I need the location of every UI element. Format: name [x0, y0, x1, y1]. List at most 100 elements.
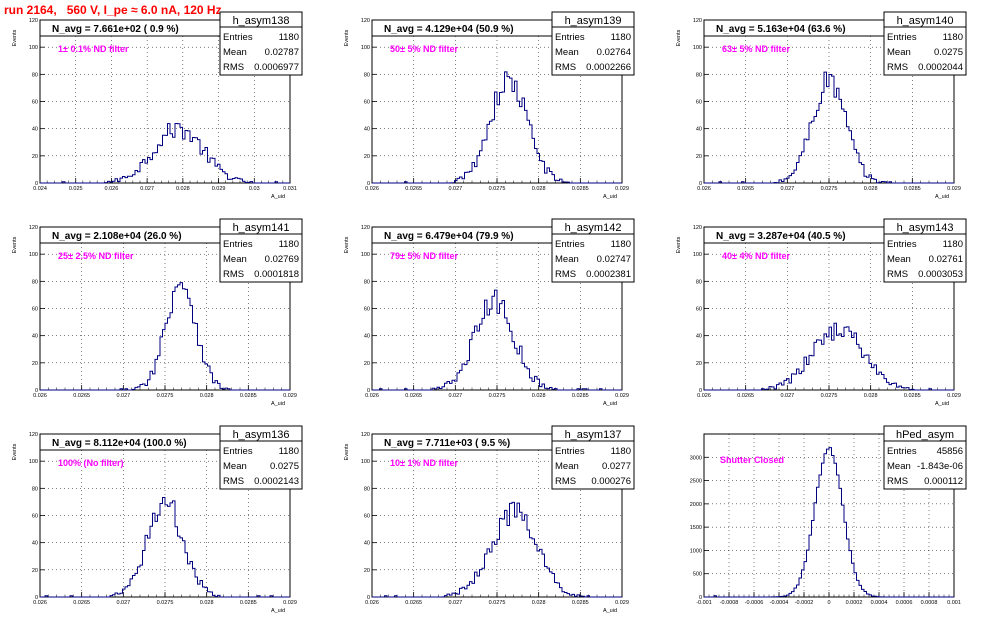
stats-value: 0.0002266	[586, 62, 631, 73]
x-tick-label: 0.0265	[737, 393, 754, 399]
stats-value: 1180	[611, 446, 631, 457]
x-tick-label: 0.0265	[405, 186, 422, 192]
y-tick-label: 60	[364, 514, 370, 520]
y-tick-label: 40	[32, 541, 38, 547]
y-tick-label: 0	[35, 595, 38, 601]
x-tick-label: -0.0002	[795, 600, 814, 606]
stats-value: 0.0006977	[254, 62, 299, 73]
y-tick-label: 120	[29, 225, 38, 231]
x-tick-label: 0.0275	[489, 600, 506, 606]
x-tick-label: 0.0275	[489, 186, 506, 192]
x-tick-label: 0	[827, 600, 830, 606]
stats-title: h_asym139	[565, 15, 622, 27]
y-tick-label: 60	[32, 307, 38, 313]
stats-title: h_asym136	[233, 429, 290, 441]
stats-value: 0.02787	[265, 47, 299, 58]
x-tick-label: 0.0004	[871, 600, 888, 606]
x-tick-label: 0.03	[249, 186, 260, 192]
stats-box	[883, 11, 967, 76]
stats-label: RMS	[887, 62, 908, 73]
x-tick-label: 0.026	[365, 393, 379, 399]
y-tick-label: 60	[696, 307, 702, 313]
x-tick-label: 0.0265	[405, 393, 422, 399]
stats-value: 0.0002044	[918, 62, 963, 73]
x-tick-label: 0.026	[365, 186, 379, 192]
x-tick-label: 0.0285	[240, 600, 257, 606]
stats-title: h_asym137	[565, 429, 622, 441]
y-tick-label: 80	[364, 279, 370, 285]
x-tick-label: 0.0265	[73, 600, 90, 606]
histogram-trace	[40, 123, 290, 184]
y-tick-label: 40	[696, 127, 702, 133]
x-tick-label: -0.0004	[770, 600, 789, 606]
stats-title: h_asym143	[897, 222, 954, 234]
x-tick-label: 0.027	[780, 186, 794, 192]
y-tick-label: 100	[693, 45, 702, 51]
stats-label: Entries	[887, 239, 917, 250]
stats-label: Mean	[223, 461, 247, 472]
x-tick-label: 0.026	[697, 186, 711, 192]
stats-label: RMS	[223, 62, 244, 73]
y-tick-label: 0	[35, 388, 38, 394]
x-tick-label: 0.028	[176, 186, 190, 192]
x-tick-label: 0.029	[212, 186, 226, 192]
y-tick-label: 80	[696, 72, 702, 78]
y-tick-label: 120	[29, 432, 38, 438]
histogram-panel-h_asym139: 0.026 0.0265 0.027 0.0275 0.028 0.0285 0.029 0 2…	[344, 11, 635, 200]
x-tick-label: 0.027	[448, 393, 462, 399]
stats-label: RMS	[555, 269, 576, 280]
stats-box	[551, 11, 635, 76]
filter-label: 1± 0.1% ND filter	[58, 44, 129, 54]
stats-value: 0.0003053	[918, 269, 963, 280]
stats-label: Mean	[887, 254, 911, 265]
stats-title: h_asym140	[897, 15, 954, 27]
stats-label: RMS	[223, 476, 244, 487]
stats-value: 0.000276	[591, 476, 631, 487]
y-tick-label: 120	[361, 432, 370, 438]
x-tick-label: -0.0006	[745, 600, 764, 606]
stats-value: 0.0277	[602, 461, 631, 472]
y-tick-label: 120	[693, 18, 702, 24]
x-axis-label: A_uid	[271, 608, 285, 614]
x-axis-label: A_uid	[271, 401, 285, 407]
stats-label: Entries	[223, 446, 253, 457]
histogram-trace	[704, 447, 954, 598]
y-tick-label: 80	[364, 72, 370, 78]
y-tick-label: 3000	[690, 455, 702, 461]
y-tick-label: 0	[699, 388, 702, 394]
stats-label: Entries	[887, 32, 917, 43]
histogram-trace	[372, 289, 622, 391]
headline-text: N_avg = 2.108e+04 (26.0 %)	[52, 231, 182, 242]
stats-title: h_asym138	[233, 15, 290, 27]
histogram-panel-h_asym143: 0.026 0.0265 0.027 0.0275 0.028 0.0285 0.029 0 2…	[676, 218, 967, 407]
y-tick-label: 0	[699, 595, 702, 601]
y-tick-label: 0	[367, 388, 370, 394]
stats-value: 1180	[611, 239, 631, 250]
x-tick-label: 0.0275	[821, 393, 838, 399]
y-tick-label: 20	[364, 361, 370, 367]
x-tick-label: 0.026	[365, 600, 379, 606]
x-tick-label: 0.027	[116, 600, 130, 606]
stats-value: 1180	[279, 446, 299, 457]
stats-value: 0.02747	[597, 254, 631, 265]
x-tick-label: 0.027	[448, 600, 462, 606]
histogram-panel-h_asym137: 0.026 0.0265 0.027 0.0275 0.028 0.0285 0.029 0 2…	[344, 425, 635, 614]
y-tick-label: 60	[364, 307, 370, 313]
stats-title: h_asym141	[233, 222, 290, 234]
x-tick-label: 0.027	[780, 393, 794, 399]
stats-label: RMS	[887, 269, 908, 280]
x-tick-label: 0.001	[947, 600, 961, 606]
y-axis-label: Events	[344, 29, 350, 46]
y-tick-label: 40	[696, 334, 702, 340]
headline-text: N_avg = 7.711e+03 ( 9.5 %)	[384, 438, 510, 449]
stats-label: RMS	[555, 476, 576, 487]
x-tick-label: 0.0275	[157, 600, 174, 606]
x-tick-label: -0.001	[696, 600, 712, 606]
stats-label: Entries	[223, 32, 253, 43]
y-tick-label: 0	[35, 181, 38, 187]
x-tick-label: 0.0285	[240, 393, 257, 399]
y-tick-label: 80	[696, 279, 702, 285]
y-tick-label: 100	[361, 45, 370, 51]
stats-label: RMS	[223, 269, 244, 280]
